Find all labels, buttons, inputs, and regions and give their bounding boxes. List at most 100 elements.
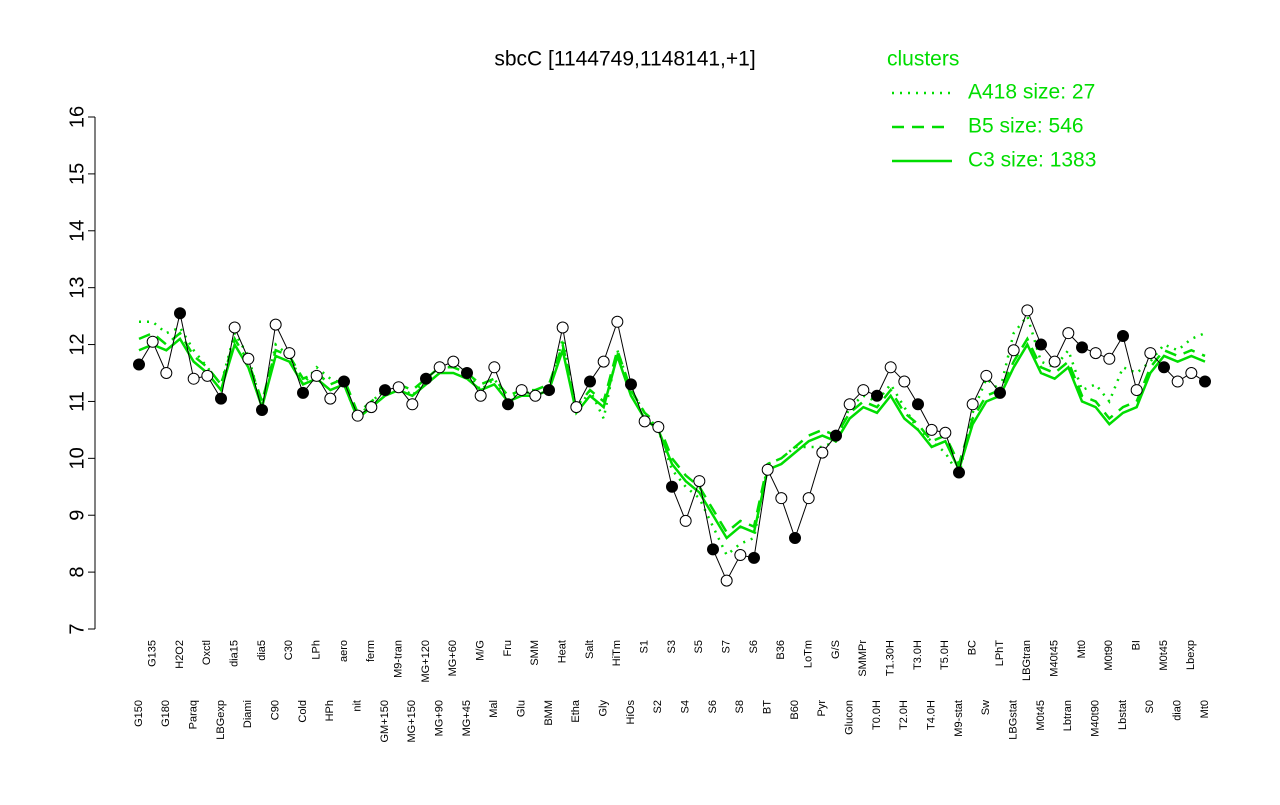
x-tick-label: Glucon <box>844 700 856 735</box>
data-point <box>843 398 856 411</box>
data-point <box>775 492 788 505</box>
data-point <box>666 480 678 493</box>
x-tick-label: M40t45 <box>1049 640 1061 677</box>
data-point <box>734 549 747 562</box>
data-point <box>269 318 282 331</box>
x-tick-label: MG+120 <box>420 640 432 683</box>
x-tick-label: Lbstat <box>1117 700 1129 730</box>
data-point <box>1021 304 1034 317</box>
y-tick-label: 10 <box>66 447 88 469</box>
x-tick-label: Cold <box>297 700 309 723</box>
data-point <box>392 381 405 394</box>
x-tick-label: C90 <box>270 700 282 720</box>
x-tick-label: BI <box>1131 640 1143 650</box>
x-tick-label: T4.0H <box>926 700 938 730</box>
data-point <box>638 415 651 428</box>
x-tick-label: S6 <box>707 700 719 713</box>
data-point <box>1035 338 1047 351</box>
x-tick-label: dia0 <box>1172 700 1184 721</box>
x-tick-label: B60 <box>789 700 801 720</box>
data-point <box>324 392 337 405</box>
y-tick-label: 9 <box>66 510 88 521</box>
x-tick-label: S5 <box>693 640 705 653</box>
data-point <box>215 392 227 405</box>
x-tick-label: ferm <box>365 640 377 662</box>
x-tick-label: S6 <box>748 640 760 653</box>
gene-line <box>138 308 1206 582</box>
x-tick-label: MG+90 <box>434 700 446 736</box>
data-point <box>406 398 419 411</box>
x-tick-label: S7 <box>721 640 733 653</box>
x-tick-label: S8 <box>734 700 746 713</box>
x-tick-label: Oxctl <box>201 640 213 665</box>
data-point <box>174 307 186 320</box>
x-tick-label: Etha <box>570 699 582 723</box>
data-point <box>1007 344 1020 357</box>
x-tick-label: LBGtran <box>1021 640 1033 681</box>
x-tick-label: Mt0 <box>1199 700 1211 718</box>
x-tick-label: MG+150 <box>406 700 418 743</box>
x-tick-label: H2O2 <box>174 640 186 669</box>
x-tick-label: S2 <box>652 700 664 713</box>
x-tick-label: Fru <box>502 640 514 657</box>
data-point <box>338 375 350 388</box>
data-point <box>310 369 323 382</box>
y-tick-label: 13 <box>66 277 88 299</box>
x-tick-label: M0t45 <box>1035 700 1047 731</box>
x-tick-label: SMM <box>529 640 541 666</box>
x-tick-label: LoTm <box>803 640 815 668</box>
x-tick-label: HPh <box>324 700 336 721</box>
y-tick-label: 14 <box>66 220 88 242</box>
x-tick-label: T1.30H <box>885 640 897 676</box>
x-tick-label: LPhT <box>994 640 1006 667</box>
x-tick-label: S1 <box>639 640 651 653</box>
x-tick-label: dia5 <box>256 640 268 661</box>
x-tick-label: Diami <box>242 700 254 728</box>
data-point <box>570 401 583 414</box>
data-point <box>597 355 610 368</box>
x-tick-label: MG+45 <box>461 700 473 736</box>
data-point <box>1089 347 1102 360</box>
data-point <box>529 389 542 402</box>
data-point <box>556 321 569 334</box>
x-tick-label: LBGstat <box>1008 700 1020 740</box>
x-tick-label: T3.0H <box>912 640 924 670</box>
x-tick-label: LPh <box>311 640 323 660</box>
legend-label: C3 size: 1383 <box>968 149 1096 172</box>
x-tick-label: S4 <box>680 700 692 713</box>
legend-label: A418 size: 27 <box>968 81 1095 104</box>
y-tick-label: 8 <box>66 567 88 578</box>
data-point <box>297 386 309 399</box>
data-point <box>1076 341 1088 354</box>
data-point <box>625 378 637 391</box>
x-tick-label: SMMPr <box>857 640 869 677</box>
data-point <box>1048 355 1061 368</box>
data-point <box>420 372 432 385</box>
x-tick-label: M0t45 <box>1158 640 1170 671</box>
x-tick-label: M/G <box>475 640 487 661</box>
data-point <box>994 386 1006 399</box>
data-point <box>1062 327 1075 340</box>
data-point <box>898 375 911 388</box>
x-tick-label: T2.0H <box>898 700 910 730</box>
x-tick-label: Paraq <box>188 700 200 729</box>
data-point <box>980 369 993 382</box>
chart-title: sbcC [1144749,1148141,+1] <box>494 48 755 71</box>
data-point <box>474 389 487 402</box>
data-point <box>133 358 145 371</box>
data-point <box>802 492 815 505</box>
x-tick-label: Glu <box>516 700 528 717</box>
data-point <box>1158 361 1170 374</box>
data-point <box>351 409 364 422</box>
data-point <box>1171 375 1184 388</box>
x-tick-label: HiOs <box>625 700 637 725</box>
x-tick-label: Heat <box>557 640 569 663</box>
data-point <box>748 551 760 564</box>
data-point <box>543 384 555 397</box>
x-tick-label: Lbexp <box>1185 640 1197 670</box>
data-point <box>912 398 924 411</box>
data-point <box>953 466 965 479</box>
data-point <box>447 355 460 368</box>
y-tick-label: 7 <box>66 623 88 634</box>
